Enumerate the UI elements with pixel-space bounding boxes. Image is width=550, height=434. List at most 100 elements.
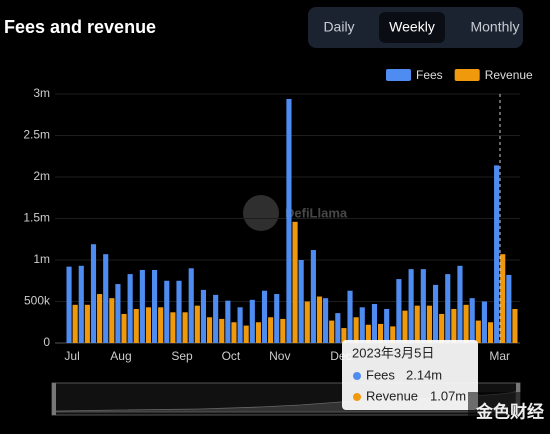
y-tick-label: 0 <box>43 335 50 349</box>
bar <box>378 323 384 343</box>
bar <box>78 265 84 343</box>
chart-title: Fees and revenue <box>4 17 156 37</box>
bar <box>121 313 127 343</box>
bar <box>341 328 347 343</box>
bar <box>213 294 219 343</box>
x-tick-label: Jul <box>64 349 79 363</box>
bar <box>249 299 255 343</box>
bar <box>439 313 445 343</box>
bar <box>353 317 359 343</box>
bar <box>225 300 231 343</box>
bar <box>506 274 512 343</box>
bar <box>500 254 506 343</box>
bar <box>139 269 145 343</box>
bar <box>481 301 487 343</box>
y-tick-label: 500k <box>24 294 51 308</box>
bar <box>408 269 414 343</box>
bar <box>347 290 353 343</box>
bar <box>316 296 323 343</box>
bar <box>329 320 335 343</box>
y-tick-label: 2.5m <box>23 128 50 142</box>
bar <box>164 280 170 343</box>
x-tick-label: Sep <box>171 349 193 363</box>
x-tick-label: Mar <box>489 349 510 363</box>
bar <box>494 165 500 343</box>
bar <box>371 303 378 343</box>
bar <box>426 305 432 343</box>
bar <box>457 265 463 343</box>
bar <box>66 266 72 343</box>
bar <box>255 322 261 343</box>
tooltip-title: 2023年3月5日 <box>352 345 434 360</box>
bar <box>231 322 237 343</box>
toggle-weekly[interactable]: Weekly <box>389 19 435 35</box>
toggle-daily[interactable]: Daily <box>323 19 354 35</box>
tooltip-value: 1.07m <box>430 388 466 403</box>
tooltip-dot <box>353 372 361 380</box>
navigator-handle[interactable] <box>52 383 56 415</box>
bar <box>323 298 329 343</box>
corner-mark: 金色财经 <box>475 401 544 421</box>
legend-label: Fees <box>416 68 443 82</box>
tooltip-name: Fees <box>366 367 395 382</box>
bar <box>445 274 451 343</box>
bar <box>512 308 518 343</box>
legend-swatch <box>386 69 411 81</box>
tooltip-dot <box>353 393 361 401</box>
bar <box>133 308 139 343</box>
corner-mark-bg <box>468 392 550 434</box>
toggle-selected <box>379 12 445 43</box>
bar <box>274 294 280 343</box>
bar <box>286 98 292 343</box>
bar <box>145 307 152 343</box>
tooltip-name: Revenue <box>366 388 418 403</box>
bar <box>304 301 310 343</box>
bar <box>396 279 402 343</box>
bar <box>84 304 90 343</box>
y-tick-label: 3m <box>33 86 50 100</box>
tooltip-value: 2.14m <box>406 367 442 382</box>
bar <box>200 289 206 343</box>
legend-label: Revenue <box>485 68 533 82</box>
bar <box>103 254 109 343</box>
bar <box>176 280 182 343</box>
bar <box>182 312 188 343</box>
bar <box>115 284 121 343</box>
bar <box>451 308 457 343</box>
bar <box>152 269 158 343</box>
y-tick-label: 2m <box>33 169 50 183</box>
bar <box>97 294 103 343</box>
bar <box>170 312 176 343</box>
bar <box>72 304 78 343</box>
bar <box>219 318 225 343</box>
bar <box>365 324 371 343</box>
bar <box>292 221 298 343</box>
bar <box>194 305 200 343</box>
x-tick-label: Aug <box>110 349 131 363</box>
bar <box>463 304 469 343</box>
bar <box>487 322 494 343</box>
bar <box>359 307 365 343</box>
tooltip <box>342 340 478 410</box>
bar <box>90 244 97 343</box>
bar <box>390 326 396 343</box>
watermark: DefiLlama <box>285 205 348 220</box>
x-tick-label: Oct <box>222 349 241 363</box>
bar <box>261 290 268 343</box>
bar <box>188 268 194 343</box>
bar <box>384 308 390 343</box>
bar <box>469 298 475 343</box>
bar <box>310 250 316 343</box>
bar <box>475 320 481 343</box>
bar <box>243 325 249 343</box>
y-tick-label: 1m <box>33 252 50 266</box>
bar <box>402 310 408 343</box>
bar <box>268 317 274 343</box>
toggle-monthly[interactable]: Monthly <box>470 19 519 35</box>
watermark-logo: DefiLlama <box>243 195 348 231</box>
bar <box>335 313 341 343</box>
bar <box>414 305 420 343</box>
bar <box>420 269 426 343</box>
bar <box>127 274 133 343</box>
